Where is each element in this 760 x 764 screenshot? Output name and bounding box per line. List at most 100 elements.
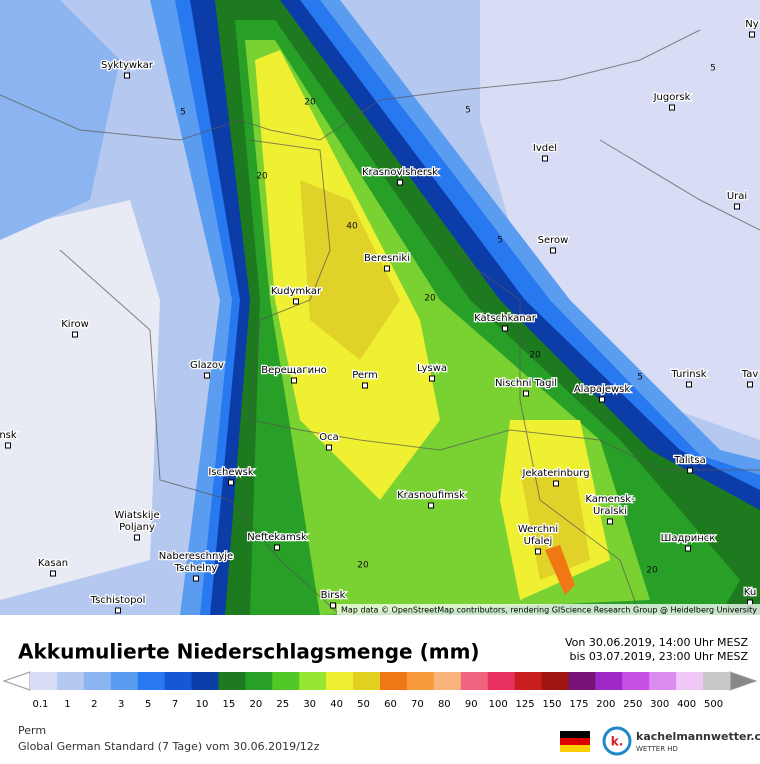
city-marker xyxy=(734,203,740,210)
brand: kachelmannwetter.com xyxy=(636,730,760,743)
scale-swatch xyxy=(703,672,731,690)
city-label: Верещагино xyxy=(261,365,326,376)
city-label: Kamensk- xyxy=(585,494,635,505)
city-label: Ku xyxy=(744,587,756,598)
city-label: Jugorsk xyxy=(653,92,691,103)
scale-swatch xyxy=(299,672,327,690)
attribution: Map data © OpenStreetMap contributors, r… xyxy=(341,606,757,615)
city-label: Krasnoufimsk xyxy=(397,490,465,501)
city-label: Syktywkar xyxy=(101,60,154,71)
city-marker xyxy=(50,570,56,577)
city-label: Nabereschnyje xyxy=(159,551,233,562)
scale-label: 100 xyxy=(489,699,508,710)
city-marker xyxy=(115,607,121,614)
scale-swatch xyxy=(676,672,704,690)
city-marker xyxy=(228,479,234,486)
precip-area xyxy=(0,200,160,600)
city-marker xyxy=(330,602,336,609)
scale-swatch xyxy=(514,672,543,690)
scale-label: 50 xyxy=(357,699,370,710)
scale-label: 2 xyxy=(91,699,97,710)
flag xyxy=(560,731,590,752)
contour-label: 5 xyxy=(637,373,643,383)
model-run: Global German Standard (7 Tage) vom 30.0… xyxy=(18,740,320,753)
scale-swatch xyxy=(433,672,462,690)
city-label: Birsk xyxy=(321,590,346,601)
scale-label: 250 xyxy=(623,699,642,710)
city-marker xyxy=(204,372,210,379)
scale-label: 7 xyxy=(172,699,178,710)
city-marker xyxy=(293,298,299,305)
city-label: Alapajewsk xyxy=(574,384,631,395)
scale-swatch xyxy=(83,672,112,690)
precip-area xyxy=(480,0,760,440)
period-start: Von 30.06.2019, 14:00 Uhr MESZ xyxy=(565,636,749,649)
legend-title: Akkumulierte Niederschlagsmenge (mm) xyxy=(18,640,480,664)
scale-swatch xyxy=(568,672,596,690)
contour-label: 20 xyxy=(424,294,436,304)
city-label: Poljany xyxy=(119,522,155,533)
city-label: Neftekamsk xyxy=(247,532,307,543)
scale-label: 1 xyxy=(64,699,70,710)
city-label: Uralski xyxy=(593,506,627,517)
city-label: Serow xyxy=(538,235,569,246)
scale-label: 500 xyxy=(704,699,723,710)
city-marker xyxy=(326,444,332,451)
city-marker xyxy=(384,265,390,272)
scale-label: 175 xyxy=(569,699,588,710)
city-label: Kudymkar xyxy=(271,286,322,297)
city-marker xyxy=(749,31,755,38)
scale-swatch xyxy=(164,672,193,690)
city-marker xyxy=(193,575,199,582)
city-label: Urai xyxy=(727,191,747,202)
contour-label: 20 xyxy=(646,566,658,576)
city-label: Wiatskije xyxy=(114,510,159,521)
location: Perm xyxy=(18,724,46,737)
scale-swatch xyxy=(272,672,300,690)
city-marker xyxy=(429,375,435,382)
city-label: Glazov xyxy=(190,360,224,371)
flag-stripe xyxy=(560,745,590,752)
scale-swatch xyxy=(541,672,569,690)
scale-swatch xyxy=(191,672,219,690)
scale-label: 60 xyxy=(384,699,397,710)
city-label: Kirow xyxy=(61,319,89,330)
city-label: Perm xyxy=(352,370,378,381)
contour-label: 20 xyxy=(357,561,369,571)
city-marker xyxy=(607,518,613,525)
scale-label: 200 xyxy=(596,699,615,710)
city-marker xyxy=(685,545,691,552)
scale-swatch xyxy=(30,672,58,690)
city-marker xyxy=(124,72,130,79)
city-marker xyxy=(397,179,403,186)
scale-label: 300 xyxy=(650,699,669,710)
attribution-bg xyxy=(337,604,760,615)
scale-label: 5 xyxy=(145,699,151,710)
city-label: Werchni xyxy=(518,524,558,535)
scale-swatch xyxy=(380,672,408,690)
scale-swatch xyxy=(622,672,650,690)
scale-swatch xyxy=(649,672,677,690)
city-label: Шадринск xyxy=(661,533,716,544)
city-label: Krasnovishersk xyxy=(362,167,438,178)
city-marker xyxy=(669,104,675,111)
period-end: bis 03.07.2019, 23:00 Uhr MESZ xyxy=(570,650,749,663)
contour-label: 5 xyxy=(710,64,716,74)
city-marker xyxy=(535,548,541,555)
scale-label: 70 xyxy=(411,699,424,710)
city-label: Jekaterinburg xyxy=(521,468,589,479)
contour-label: 5 xyxy=(465,106,471,116)
city-label: Beresniki xyxy=(364,253,410,264)
contour-label: 20 xyxy=(256,172,268,182)
scale-swatch xyxy=(56,672,85,690)
scale-arrow-left xyxy=(2,671,31,691)
city-label: Tav xyxy=(741,369,759,380)
city-marker xyxy=(550,247,556,254)
contour-label: 20 xyxy=(529,351,541,361)
scale-swatch xyxy=(353,672,381,690)
scale-swatch xyxy=(218,672,246,690)
border xyxy=(599,139,760,231)
city-marker xyxy=(747,381,753,388)
scale-swatch xyxy=(487,672,516,690)
scale-swatch xyxy=(137,672,166,690)
